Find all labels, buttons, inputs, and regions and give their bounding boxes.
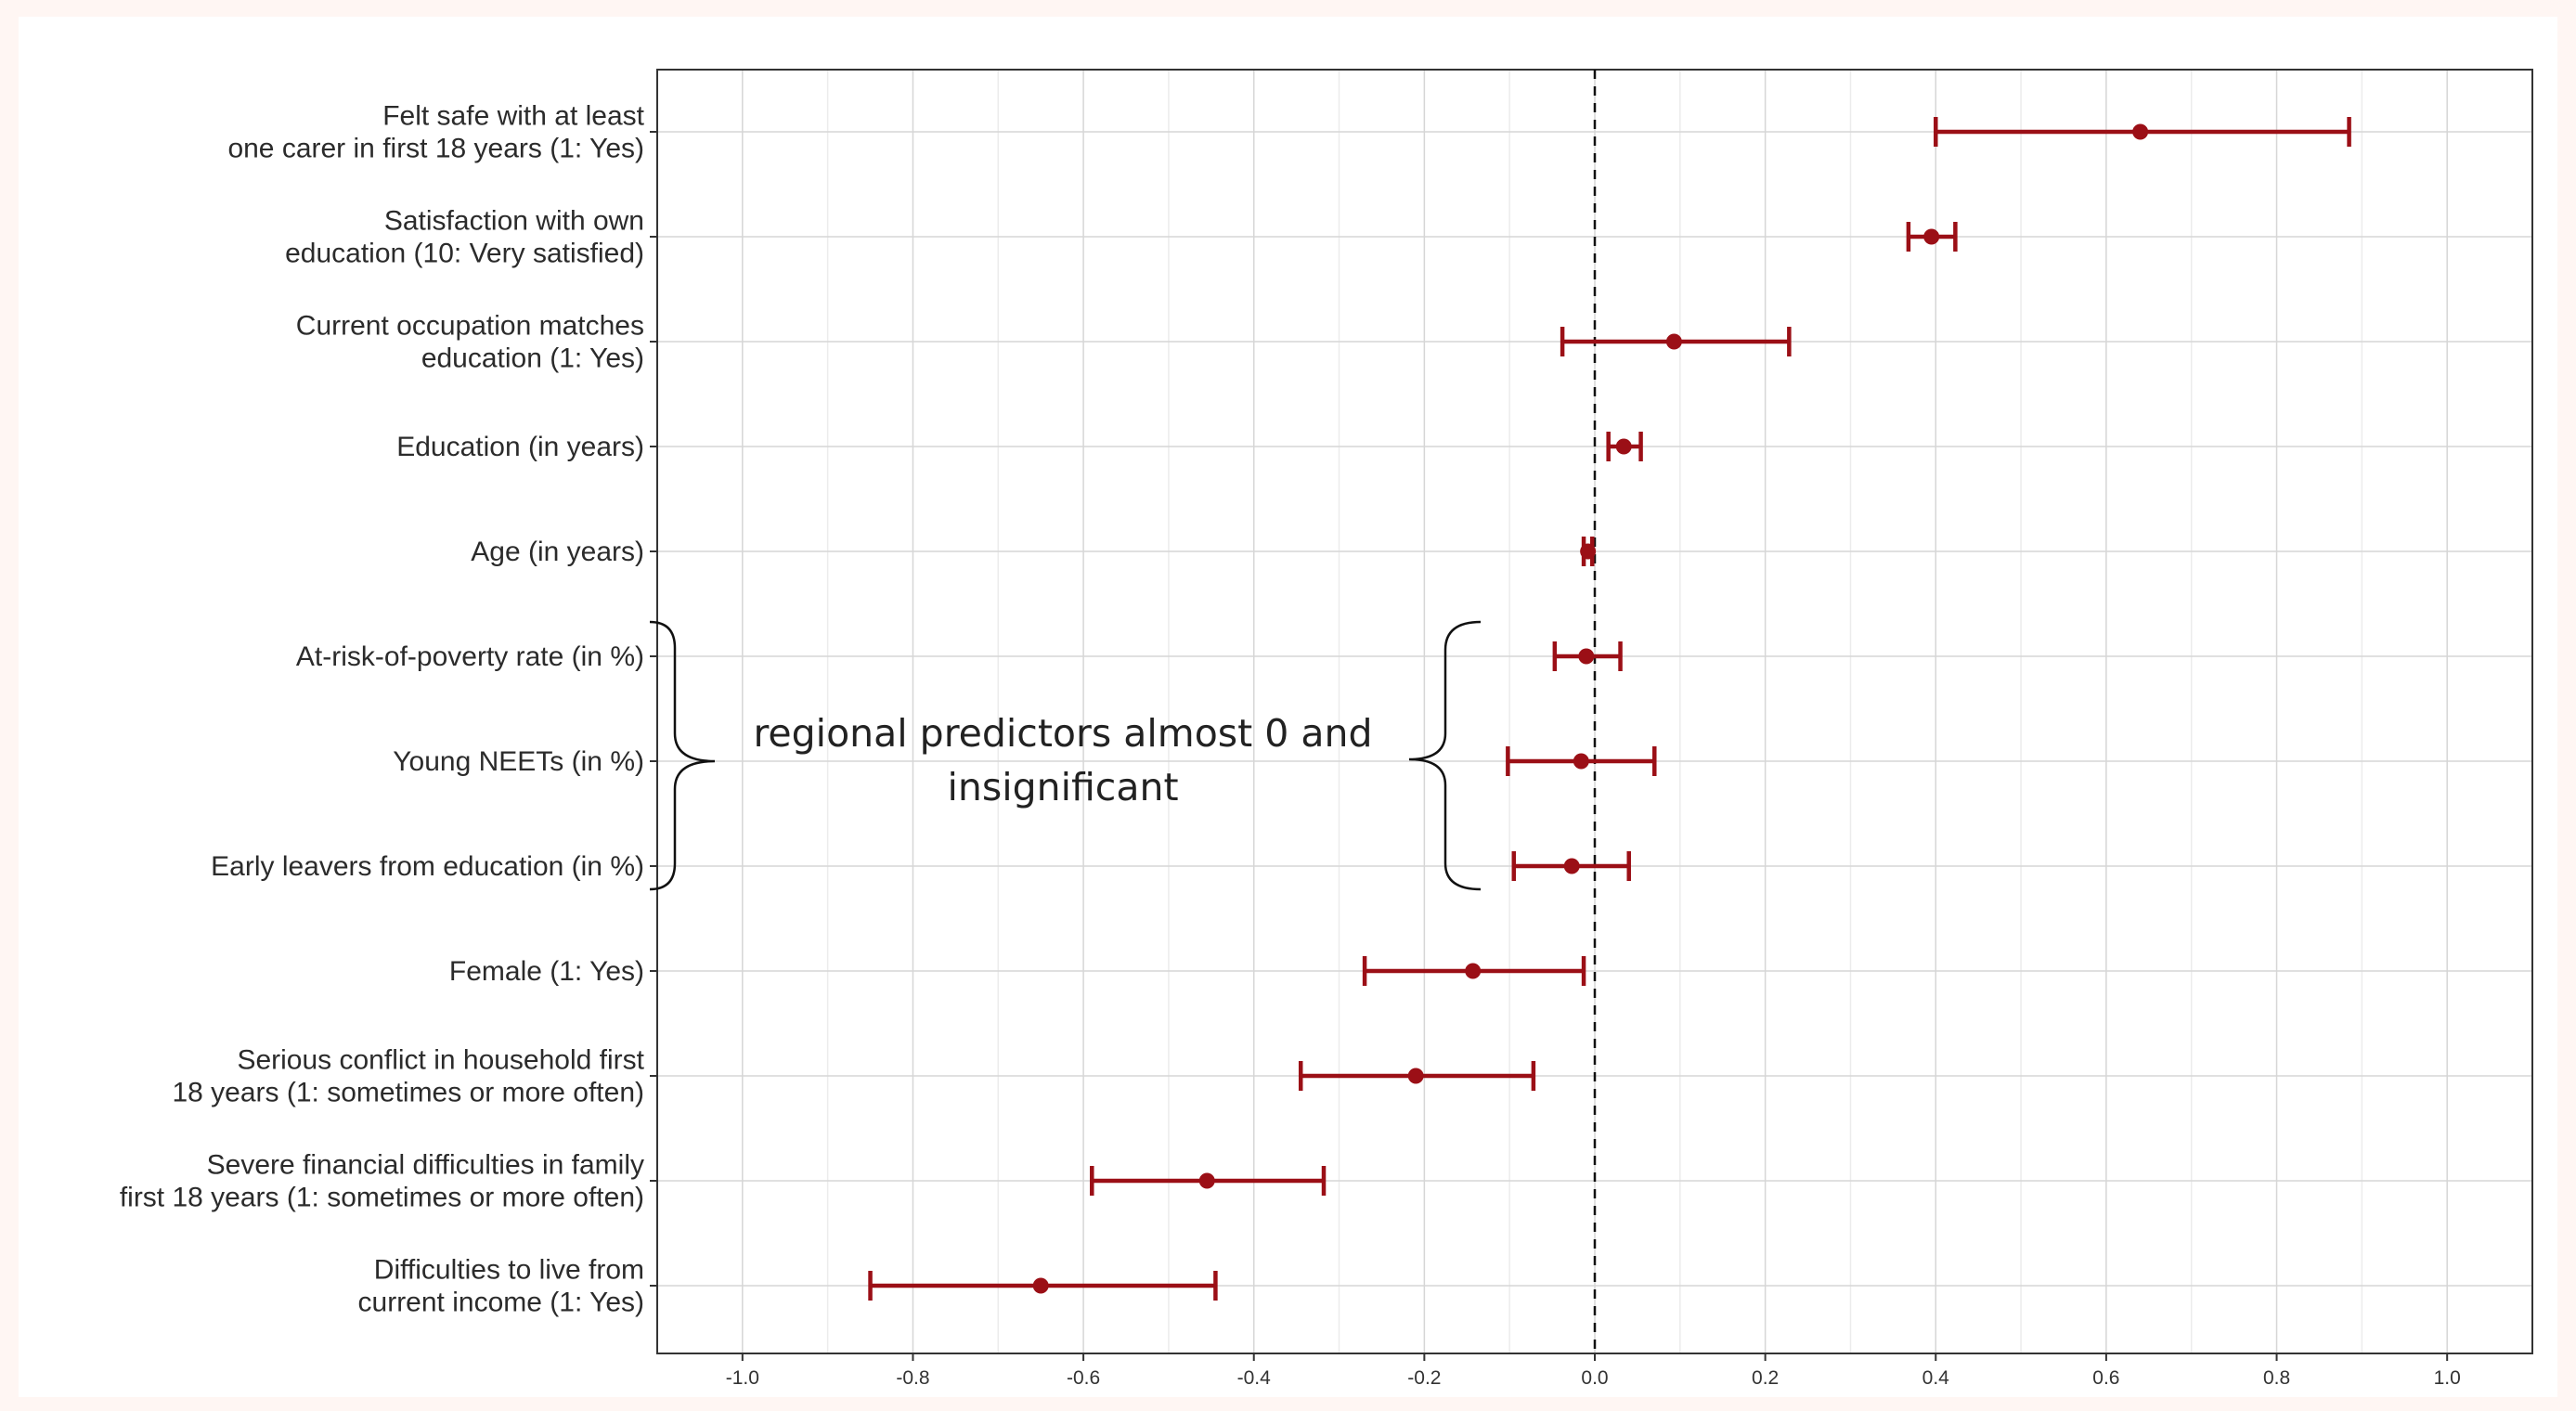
x-tick-label: 0.6	[2092, 1367, 2119, 1389]
x-tick-label: 0.8	[2263, 1367, 2290, 1389]
estimate-point	[1923, 228, 1940, 245]
estimate-point	[1573, 753, 1589, 770]
y-category-label: Young NEETs (in %)	[393, 746, 644, 777]
x-axis-ticks: -1.0 -0.8 -0.6 -0.4 -0.2 0.0 0.2 0.4 0.6 0.8 1.0	[726, 1353, 2461, 1389]
plot-panel	[19, 17, 2557, 1397]
estimate-point	[2132, 123, 2149, 140]
x-tick-label: 0.4	[1922, 1367, 1950, 1389]
y-category-label: At-risk-of-poverty rate (in %)	[296, 641, 644, 672]
estimate-point	[1563, 858, 1580, 874]
y-category-label: Difficulties to live from	[374, 1255, 644, 1286]
estimate-row	[1506, 746, 1657, 776]
estimate-row	[868, 1271, 1218, 1301]
estimate-point	[1465, 963, 1482, 979]
x-tick-label: 0.2	[1752, 1367, 1779, 1389]
y-category-label: Early leavers from education (in %)	[211, 851, 644, 882]
y-axis-ticks	[650, 131, 657, 1287]
estimate-row	[1552, 641, 1623, 671]
estimate-row	[1511, 851, 1631, 881]
estimate-point	[1665, 333, 1682, 350]
right-brace-icon	[1408, 620, 1482, 891]
annotation: regional predictors almost 0 and insigni…	[649, 620, 1482, 891]
y-category-label: Satisfaction with own	[384, 206, 644, 237]
estimate-point	[1407, 1068, 1424, 1084]
estimate-point	[1032, 1277, 1049, 1294]
estimate-row	[1906, 222, 1958, 252]
y-category-label: Education (in years)	[396, 432, 644, 462]
y-category-label: education (10: Very satisfied)	[285, 239, 644, 269]
estimate-row	[1934, 117, 2351, 147]
x-tick-label: -0.8	[896, 1367, 929, 1389]
annotation-line-2: insignificant	[947, 765, 1178, 809]
estimate-point	[1615, 438, 1632, 455]
estimate-row	[1298, 1061, 1536, 1091]
annotation-line-1: regional predictors almost 0 and	[753, 711, 1372, 756]
estimate-row	[1580, 537, 1597, 566]
left-brace-icon	[649, 620, 716, 891]
x-tick-label: -0.6	[1067, 1367, 1100, 1389]
y-category-label: 18 years (1: sometimes or more often)	[172, 1078, 644, 1108]
y-category-label: Age (in years)	[471, 537, 644, 567]
y-category-label: Severe financial difficulties in family	[207, 1150, 644, 1181]
estimate-point	[1198, 1172, 1215, 1189]
y-category-label: Felt safe with at least	[382, 101, 644, 132]
x-tick-label: -0.2	[1407, 1367, 1441, 1389]
y-category-label: first 18 years (1: sometimes or more oft…	[120, 1183, 644, 1213]
y-category-label: education (1: Yes)	[421, 343, 644, 374]
estimate-row	[1090, 1166, 1327, 1196]
estimate-series	[868, 117, 2351, 1301]
estimate-row	[1560, 327, 1792, 356]
x-tick-label: 0.0	[1581, 1367, 1608, 1389]
estimate-point	[1578, 648, 1595, 665]
x-tick-label: 1.0	[2434, 1367, 2461, 1389]
estimate-row	[1606, 432, 1643, 461]
x-tick-label: -1.0	[726, 1367, 759, 1389]
y-category-label: Current occupation matches	[296, 311, 644, 342]
y-category-label: current income (1: Yes)	[358, 1288, 644, 1318]
estimate-point	[1580, 543, 1597, 560]
y-category-label: Serious conflict in household first	[237, 1045, 644, 1076]
y-category-label: Female (1: Yes)	[449, 956, 644, 987]
estimate-row	[1362, 956, 1586, 986]
x-tick-label: -0.4	[1237, 1367, 1272, 1389]
y-category-label: one carer in first 18 years (1: Yes)	[227, 134, 644, 164]
